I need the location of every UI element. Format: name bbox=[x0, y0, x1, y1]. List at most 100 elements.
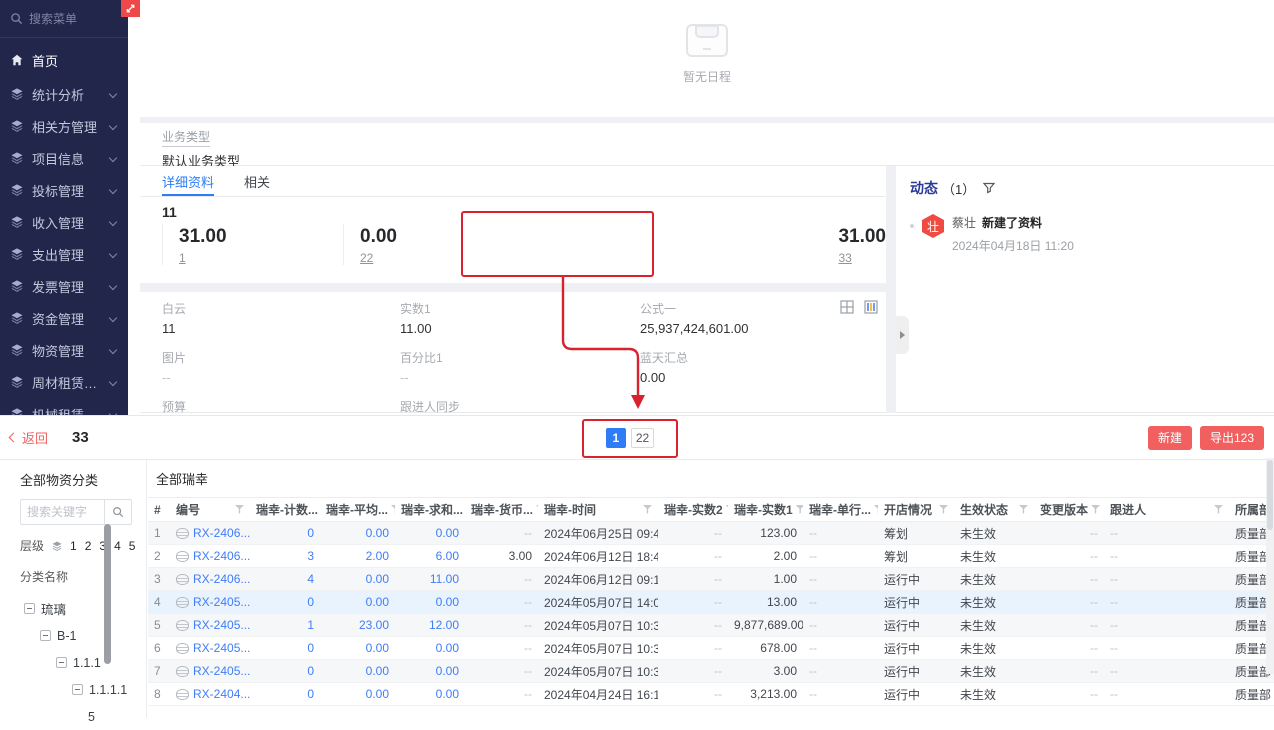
cell-follower: -- bbox=[1104, 613, 1229, 637]
code-link[interactable]: RX-2405... bbox=[193, 595, 250, 609]
cell-count: 3 bbox=[250, 544, 320, 568]
tree-node[interactable]: 琉璃 bbox=[20, 595, 142, 622]
sidebar-search[interactable] bbox=[0, 0, 128, 38]
cell-sum: 0.00 bbox=[395, 636, 465, 660]
field-value: -- bbox=[400, 370, 409, 385]
page-button[interactable]: 22 bbox=[630, 428, 655, 448]
list-header: 返回 33 1 22 新建 导出123 bbox=[0, 416, 1274, 460]
stat-block: 0.00 22 bbox=[343, 224, 838, 265]
sidebar-item[interactable]: 投标管理 bbox=[0, 174, 128, 206]
level-number[interactable]: 1 bbox=[70, 538, 77, 553]
filter-icon[interactable] bbox=[939, 505, 948, 514]
stat-link[interactable]: 33 bbox=[838, 251, 852, 265]
code-link[interactable]: RX-2406... bbox=[193, 526, 250, 540]
filter-icon[interactable] bbox=[643, 505, 652, 514]
sidebar-item[interactable]: 相关方管理 bbox=[0, 110, 128, 142]
sidebar-search-input[interactable] bbox=[29, 11, 118, 26]
sidebar-item-label: 机械租赁管理 bbox=[32, 407, 102, 416]
collapse-toggle-icon[interactable] bbox=[40, 630, 51, 641]
filter-icon[interactable] bbox=[1091, 505, 1101, 514]
detail-tab[interactable]: 相关 bbox=[244, 174, 271, 190]
table-panel: 全部瑞幸 # 编号 瑞幸-计数... 瑞幸-平均... 瑞幸-求和... 瑞幸-… bbox=[148, 460, 1274, 718]
cell-single: -- bbox=[803, 521, 878, 545]
back-button[interactable]: 返回 bbox=[8, 428, 48, 447]
cell-index: 7 bbox=[148, 659, 170, 683]
sidebar-item[interactable]: 周材租赁管理 bbox=[0, 366, 128, 398]
tree-scrollbar-thumb[interactable] bbox=[104, 524, 111, 664]
table-row[interactable]: 3 RX-2406... 4 0.00 11.00 -- 2024年06月12日… bbox=[148, 567, 1274, 591]
collapse-toggle-icon[interactable] bbox=[72, 684, 83, 695]
activity-user[interactable]: 蔡壮 bbox=[952, 216, 977, 230]
filter-icon[interactable] bbox=[795, 505, 803, 514]
page-button[interactable]: 1 bbox=[605, 428, 626, 448]
table-scrollbar-thumb[interactable] bbox=[1267, 460, 1273, 530]
code-link[interactable]: RX-2406... bbox=[193, 549, 250, 563]
chevron-down-icon bbox=[108, 217, 118, 227]
cell-currency: 3.00 bbox=[465, 544, 538, 568]
field-value: -- bbox=[162, 370, 171, 385]
code-link[interactable]: RX-2405... bbox=[193, 641, 250, 655]
sidebar-item[interactable]: 支出管理 bbox=[0, 238, 128, 270]
cell-version: -- bbox=[1034, 590, 1104, 614]
columns-view-icon[interactable] bbox=[864, 300, 878, 314]
collapse-toggle-icon[interactable] bbox=[56, 657, 67, 668]
table-row[interactable]: 4 RX-2405... 0 0.00 0.00 -- 2024年05月07日 … bbox=[148, 590, 1274, 614]
sidebar-item-home[interactable]: 首页 bbox=[0, 42, 128, 78]
level-number[interactable]: 3 bbox=[99, 538, 107, 553]
sidebar-item[interactable]: 资金管理 bbox=[0, 302, 128, 334]
grid-view-icon[interactable] bbox=[840, 300, 854, 314]
cell-store-status: 筹划 bbox=[878, 544, 954, 568]
tree-node[interactable]: 1.1.1.1 bbox=[20, 676, 142, 703]
action-button[interactable]: 导出123 bbox=[1199, 425, 1264, 450]
cell-effective-status: 未生效 bbox=[954, 682, 1034, 706]
code-link[interactable]: RX-2405... bbox=[193, 618, 250, 632]
table-scrollbar[interactable] bbox=[1266, 458, 1274, 674]
table-body: 1 RX-2406... 0 0.00 0.00 -- 2024年06月25日 … bbox=[148, 521, 1274, 706]
cell-single: -- bbox=[803, 567, 878, 591]
tree-node[interactable]: 5 bbox=[20, 703, 142, 730]
cell-index: 3 bbox=[148, 567, 170, 591]
table-row[interactable]: 7 RX-2405... 0 0.00 0.00 -- 2024年05月07日 … bbox=[148, 659, 1274, 683]
sidebar-item[interactable]: 物资管理 bbox=[0, 334, 128, 366]
code-link[interactable]: RX-2406... bbox=[193, 572, 250, 586]
level-number[interactable]: 5 bbox=[128, 538, 136, 553]
table-row[interactable]: 2 RX-2406... 3 2.00 6.00 3.00 2024年06月12… bbox=[148, 544, 1274, 568]
sidebar-item[interactable]: 发票管理 bbox=[0, 270, 128, 302]
expand-corner-button[interactable] bbox=[121, 0, 140, 17]
level-number[interactable]: 2 bbox=[84, 538, 92, 553]
record-fields-card: 白云 11 实数1 11.00 公式一 25,937,424,601.00 图片… bbox=[140, 292, 886, 434]
table-row[interactable]: 6 RX-2405... 0 0.00 0.00 -- 2024年05月07日 … bbox=[148, 636, 1274, 660]
filter-icon[interactable] bbox=[235, 505, 244, 514]
sidebar-item[interactable]: 项目信息 bbox=[0, 142, 128, 174]
sidebar-item[interactable]: 收入管理 bbox=[0, 206, 128, 238]
tree-node[interactable]: B-1 bbox=[20, 622, 142, 649]
cell-store-status: 运行中 bbox=[878, 590, 954, 614]
tree-node[interactable]: 1.1.1 bbox=[20, 649, 142, 676]
avatar[interactable]: 壮 bbox=[922, 214, 944, 238]
cell-version: -- bbox=[1034, 636, 1104, 660]
table-row[interactable]: 5 RX-2405... 1 23.00 12.00 -- 2024年05月07… bbox=[148, 613, 1274, 637]
sidebar-item[interactable]: 机械租赁管理 bbox=[0, 398, 128, 415]
level-number[interactable]: 4 bbox=[114, 538, 121, 553]
table-row[interactable]: 1 RX-2406... 0 0.00 0.00 -- 2024年06月25日 … bbox=[148, 521, 1274, 545]
code-link[interactable]: RX-2405... bbox=[193, 664, 250, 678]
tree-search-button[interactable] bbox=[104, 499, 132, 525]
table-row[interactable]: 8 RX-2404... 0 0.00 0.00 -- 2024年04月24日 … bbox=[148, 682, 1274, 706]
collapse-toggle-icon[interactable] bbox=[24, 603, 35, 614]
sidebar-item[interactable]: 统计分析 bbox=[0, 78, 128, 110]
tree-search-input[interactable] bbox=[20, 499, 104, 525]
code-link[interactable]: RX-2404... bbox=[193, 687, 250, 701]
filter-icon[interactable] bbox=[983, 182, 996, 194]
action-button[interactable]: 新建 bbox=[1147, 425, 1192, 450]
filter-icon[interactable] bbox=[1214, 505, 1223, 514]
stat-link[interactable]: 22 bbox=[360, 251, 374, 265]
stat-link[interactable]: 1 bbox=[179, 251, 186, 265]
detail-tab[interactable]: 详细资料 bbox=[162, 166, 215, 196]
field-value: 11.00 bbox=[400, 321, 432, 336]
column-header: 瑞幸-实数1 bbox=[728, 497, 803, 522]
filter-icon[interactable] bbox=[1019, 505, 1028, 514]
fields-grid: 白云 11 实数1 11.00 公式一 25,937,424,601.00 图片… bbox=[162, 300, 886, 434]
cell-single: -- bbox=[803, 682, 878, 706]
sidebar-item-label: 项目信息 bbox=[32, 151, 85, 167]
panel-collapse-handle[interactable] bbox=[896, 316, 909, 354]
